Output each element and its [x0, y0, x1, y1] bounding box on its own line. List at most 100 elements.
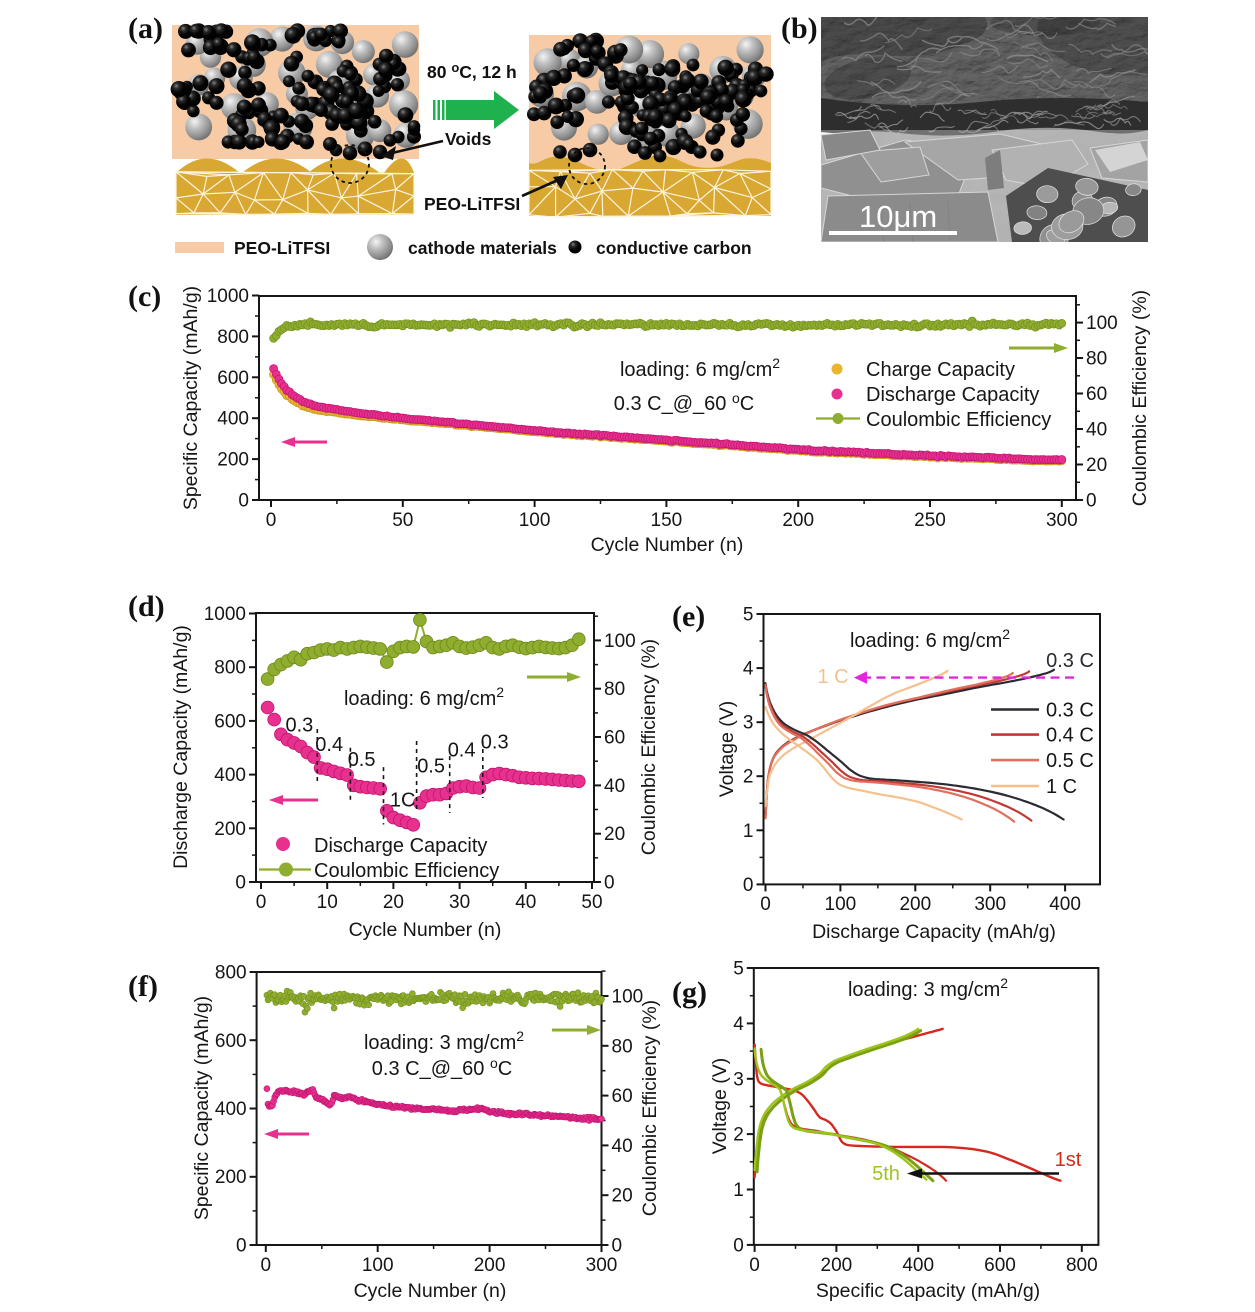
svg-text:2: 2	[733, 1125, 744, 1146]
svg-text:400: 400	[1049, 894, 1081, 915]
svg-text:Coulombic Efficiency (%): Coulombic Efficiency (%)	[639, 1000, 661, 1216]
svg-text:0: 0	[235, 873, 246, 894]
svg-text:10: 10	[317, 892, 338, 913]
svg-text:1: 1	[743, 821, 754, 842]
svg-text:Voids: Voids	[445, 129, 492, 149]
svg-text:0: 0	[1086, 491, 1097, 512]
svg-text:60: 60	[1086, 384, 1107, 405]
svg-text:Coulombic Efficiency: Coulombic Efficiency	[866, 409, 1051, 431]
svg-text:1st: 1st	[1055, 1149, 1082, 1171]
svg-text:40: 40	[604, 776, 625, 797]
svg-text:80: 80	[1086, 349, 1107, 370]
svg-text:loading: 3 mg/cm2: loading: 3 mg/cm2	[364, 1028, 524, 1054]
svg-text:800: 800	[1066, 1255, 1098, 1276]
svg-text:20: 20	[1086, 455, 1107, 476]
svg-text:300: 300	[586, 1255, 618, 1276]
svg-text:Specific Capacity (mAh/g): Specific Capacity (mAh/g)	[816, 1280, 1040, 1302]
svg-text:5: 5	[743, 605, 754, 626]
svg-text:Coulombic Efficiency (%): Coulombic Efficiency (%)	[638, 639, 660, 855]
svg-text:conductive carbon: conductive carbon	[596, 238, 752, 258]
svg-text:300: 300	[974, 894, 1006, 915]
svg-text:3: 3	[733, 1069, 744, 1090]
svg-text:800: 800	[214, 658, 246, 679]
svg-text:0: 0	[236, 1236, 247, 1257]
svg-text:250: 250	[914, 510, 946, 531]
svg-text:Voltage (V): Voltage (V)	[716, 701, 738, 797]
svg-text:400: 400	[217, 409, 249, 430]
svg-text:Charge Capacity: Charge Capacity	[866, 359, 1015, 381]
svg-text:200: 200	[821, 1255, 853, 1276]
svg-text:1 C: 1 C	[1046, 776, 1077, 798]
svg-text:0.3: 0.3	[285, 715, 313, 737]
svg-text:20: 20	[604, 824, 625, 845]
svg-text:100: 100	[825, 894, 857, 915]
svg-text:loading: 6 mg/cm2: loading: 6 mg/cm2	[850, 626, 1010, 652]
svg-text:40: 40	[612, 1136, 633, 1157]
svg-text:0: 0	[760, 894, 771, 915]
svg-text:1: 1	[733, 1180, 744, 1201]
svg-text:40: 40	[515, 892, 536, 913]
svg-text:300: 300	[1046, 510, 1078, 531]
svg-text:100: 100	[362, 1255, 394, 1276]
svg-text:30: 30	[449, 892, 470, 913]
svg-text:60: 60	[612, 1086, 633, 1107]
svg-text:80: 80	[612, 1036, 633, 1057]
svg-text:200: 200	[782, 510, 814, 531]
svg-text:0.5: 0.5	[348, 749, 376, 771]
svg-text:0: 0	[604, 873, 615, 894]
svg-text:200: 200	[215, 1167, 247, 1188]
svg-text:600: 600	[214, 711, 246, 732]
svg-text:50: 50	[392, 510, 413, 531]
svg-text:200: 200	[217, 450, 249, 471]
svg-text:5: 5	[733, 959, 744, 980]
svg-text:(e): (e)	[672, 600, 705, 633]
svg-text:600: 600	[984, 1255, 1016, 1276]
svg-text:80 oC, 12 h: 80 oC, 12 h	[427, 60, 517, 82]
svg-text:Discharge Capacity (mAh/g): Discharge Capacity (mAh/g)	[812, 921, 1056, 943]
svg-text:600: 600	[217, 368, 249, 389]
svg-text:100: 100	[604, 631, 636, 652]
svg-text:0: 0	[256, 892, 267, 913]
svg-text:Cycle Number (n): Cycle Number (n)	[354, 1280, 507, 1302]
svg-text:20: 20	[612, 1186, 633, 1207]
svg-text:Discharge Capacity (mAh/g): Discharge Capacity (mAh/g)	[170, 625, 192, 869]
svg-text:4: 4	[733, 1014, 744, 1035]
svg-text:400: 400	[215, 1099, 247, 1120]
svg-text:loading: 3 mg/cm2: loading: 3 mg/cm2	[848, 975, 1008, 1001]
svg-text:Specific Capacity (mAh/g): Specific Capacity (mAh/g)	[180, 286, 202, 510]
svg-text:1000: 1000	[207, 286, 249, 307]
svg-text:Specific Capacity (mAh/g): Specific Capacity (mAh/g)	[191, 996, 213, 1220]
svg-text:(b): (b)	[781, 12, 818, 45]
svg-text:loading: 6 mg/cm2: loading: 6 mg/cm2	[620, 355, 780, 381]
svg-text:0.4 C: 0.4 C	[1046, 725, 1094, 747]
svg-text:Discharge Capacity: Discharge Capacity	[314, 835, 487, 857]
svg-text:0.4: 0.4	[448, 739, 476, 761]
svg-text:10μm: 10μm	[859, 199, 937, 234]
svg-text:Coulombic Efficiency (%): Coulombic Efficiency (%)	[1129, 290, 1151, 506]
svg-text:0.4: 0.4	[315, 734, 343, 756]
svg-text:Cycle Number (n): Cycle Number (n)	[349, 919, 502, 941]
svg-text:150: 150	[651, 510, 683, 531]
svg-text:200: 200	[474, 1255, 506, 1276]
svg-text:PEO-LiTFSI: PEO-LiTFSI	[424, 194, 520, 214]
svg-text:1 C: 1 C	[817, 666, 848, 688]
svg-text:Coulombic Efficiency: Coulombic Efficiency	[314, 860, 499, 882]
svg-text:100: 100	[519, 510, 551, 531]
svg-text:600: 600	[215, 1031, 247, 1052]
svg-text:0: 0	[743, 875, 754, 896]
svg-text:800: 800	[215, 963, 247, 984]
svg-text:0.5 C: 0.5 C	[1046, 750, 1094, 772]
svg-text:400: 400	[902, 1255, 934, 1276]
svg-text:(g): (g)	[672, 976, 707, 1009]
svg-text:0.3 C: 0.3 C	[1046, 700, 1094, 722]
svg-text:5th: 5th	[872, 1163, 900, 1185]
svg-text:200: 200	[214, 819, 246, 840]
svg-text:80: 80	[604, 679, 625, 700]
svg-text:0: 0	[238, 491, 249, 512]
svg-text:loading: 6 mg/cm2: loading: 6 mg/cm2	[344, 684, 504, 710]
svg-text:3: 3	[743, 713, 754, 734]
svg-text:(f): (f)	[128, 970, 158, 1003]
svg-text:0.5: 0.5	[417, 756, 445, 778]
svg-text:(d): (d)	[128, 590, 165, 623]
svg-text:800: 800	[217, 327, 249, 348]
